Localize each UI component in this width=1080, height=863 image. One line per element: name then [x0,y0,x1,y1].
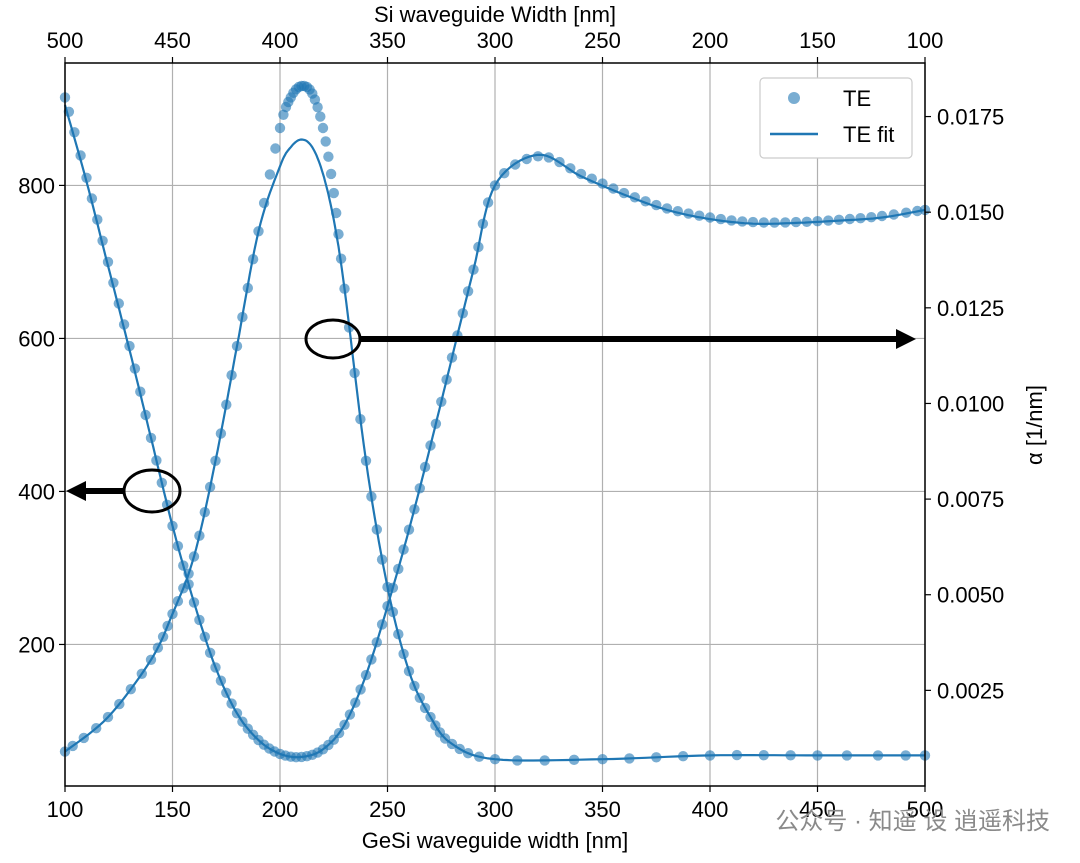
x-tick-label: 350 [584,797,621,822]
x2-tick-label: 500 [47,28,84,53]
data-point [323,151,334,162]
data-point [278,109,289,121]
watermark: 公众号 · 知遥 设 逍遥科技 [775,808,1050,835]
x-tick-label: 100 [47,797,84,822]
y-tick-label: 400 [18,479,55,504]
fit-line [63,104,926,759]
x-axis-label: GeSi waveguide width [nm] [362,828,629,853]
right-y-axis-label: α [1/nm] [1022,385,1047,465]
x2-tick-label: 350 [369,28,406,53]
data-point [855,213,866,224]
data-point [737,216,748,227]
x-tick-label: 150 [154,797,191,822]
grid [64,63,926,786]
x-tick-label: 500 [907,797,944,822]
data-point [274,122,286,134]
y-tick-label: 200 [18,632,55,657]
y2-tick-label: 0.0100 [937,391,1004,416]
annotation-arrowhead-left [66,481,86,501]
y2-tick-label: 0.0025 [937,678,1004,703]
x2-tick-label: 300 [477,28,514,53]
annotations [66,318,916,514]
legend-label-te: TE [843,86,871,111]
x2-tick-label: 150 [799,28,836,53]
legend: TE TE fit [759,77,913,159]
x-tick-label: 200 [262,797,299,822]
y2-tick-label: 0.0050 [937,583,1004,608]
data-point [866,212,877,223]
y2-tick-label: 0.0125 [937,296,1004,321]
data-point [758,217,769,228]
x2-tick-label: 400 [262,28,299,53]
x-tick-label: 450 [799,797,836,822]
data-point [270,143,281,154]
x2-tick-label: 450 [154,28,191,53]
data-point [325,168,337,180]
y-tick-label: 800 [18,173,55,198]
x2-tick-label: 250 [584,28,621,53]
x2-tick-label: 200 [692,28,729,53]
data-point [726,215,737,226]
top-x-axis-label: Si waveguide Width [nm] [374,2,616,27]
series-layer [59,80,931,766]
annotation-arrowhead-right [896,329,916,349]
data-point [317,122,329,134]
data-point [328,187,339,199]
x-tick-label: 250 [369,797,406,822]
data-point [312,102,323,113]
x2-tick-label: 100 [907,28,944,53]
fit-line [64,138,925,762]
x-tick-label: 300 [477,797,514,822]
data-point [264,169,276,180]
data-point [315,111,326,122]
data-point [532,151,544,162]
data-point [320,136,331,147]
y-tick-label: 600 [18,326,55,351]
x-tick-label: 400 [692,797,729,822]
y2-tick-label: 0.0150 [937,200,1004,225]
data-point [747,216,759,228]
legend-label-te-fit: TE fit [843,122,894,147]
legend-marker-te [788,92,800,104]
ticks: 100 150 200 250 300 350 400 450 500 500 450 400 350 3… [18,28,1004,822]
y2-tick-label: 0.0075 [937,487,1004,512]
y2-tick-label: 0.0175 [937,105,1004,130]
